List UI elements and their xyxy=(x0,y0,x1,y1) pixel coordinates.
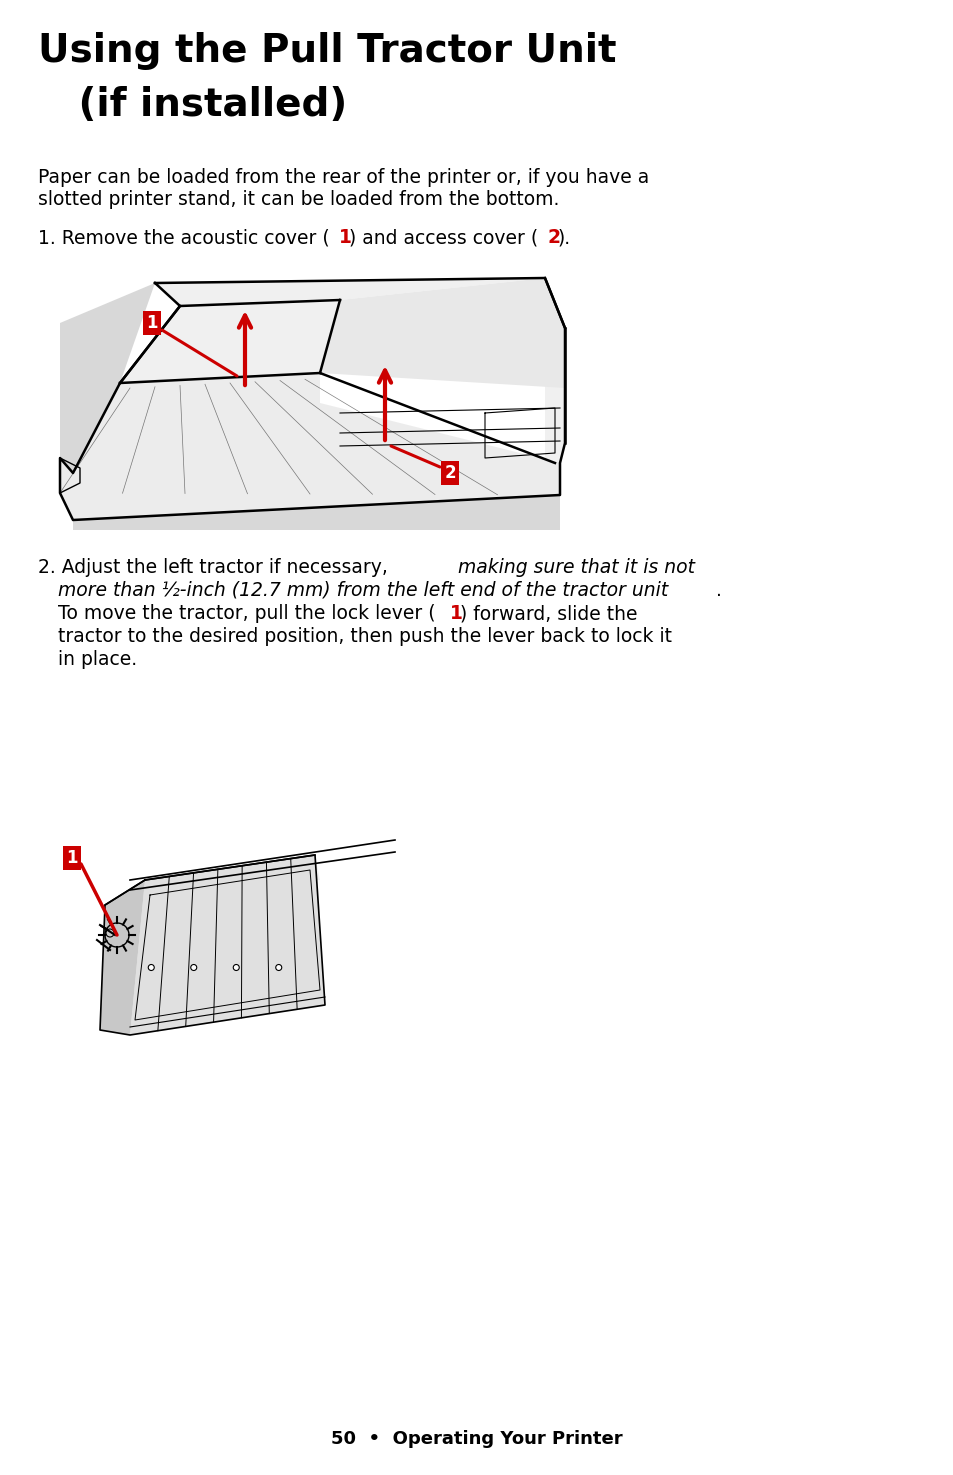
Text: making sure that it is not: making sure that it is not xyxy=(457,558,695,577)
Polygon shape xyxy=(130,855,325,1035)
Text: .: . xyxy=(716,581,721,600)
Text: 2: 2 xyxy=(444,465,456,482)
Text: tractor to the desired position, then push the lever back to lock it: tractor to the desired position, then pu… xyxy=(58,627,671,646)
Text: in place.: in place. xyxy=(58,650,137,670)
Circle shape xyxy=(191,965,196,971)
Polygon shape xyxy=(73,496,559,530)
Text: ) and access cover (: ) and access cover ( xyxy=(349,229,537,246)
Text: ) forward, slide the: ) forward, slide the xyxy=(459,603,637,622)
Polygon shape xyxy=(544,277,564,463)
Polygon shape xyxy=(100,881,145,1035)
Text: 1: 1 xyxy=(66,850,77,867)
Text: more than ½-inch (12.7 mm) from the left end of the tractor unit: more than ½-inch (12.7 mm) from the left… xyxy=(58,581,667,600)
Polygon shape xyxy=(120,299,339,384)
Text: 1: 1 xyxy=(450,603,462,622)
Text: 1: 1 xyxy=(146,314,157,332)
Text: (if installed): (if installed) xyxy=(38,86,347,124)
Circle shape xyxy=(106,929,113,937)
Polygon shape xyxy=(145,855,319,895)
Polygon shape xyxy=(60,373,559,521)
Circle shape xyxy=(148,965,154,971)
Text: 1: 1 xyxy=(338,229,352,246)
Text: 50  •  Operating Your Printer: 50 • Operating Your Printer xyxy=(331,1429,622,1448)
Text: 2: 2 xyxy=(547,229,560,246)
Polygon shape xyxy=(154,277,544,305)
Circle shape xyxy=(233,965,239,971)
Text: 2. Adjust the left tractor if necessary,: 2. Adjust the left tractor if necessary, xyxy=(38,558,394,577)
Polygon shape xyxy=(60,283,154,493)
Circle shape xyxy=(275,965,281,971)
Text: Paper can be loaded from the rear of the printer or, if you have a
slotted print: Paper can be loaded from the rear of the… xyxy=(38,168,649,209)
Text: ).: ). xyxy=(558,229,571,246)
Polygon shape xyxy=(319,277,564,388)
Text: 1. Remove the acoustic cover (: 1. Remove the acoustic cover ( xyxy=(38,229,330,246)
Text: Using the Pull Tractor Unit: Using the Pull Tractor Unit xyxy=(38,32,616,69)
Text: To move the tractor, pull the lock lever (: To move the tractor, pull the lock lever… xyxy=(58,603,436,622)
